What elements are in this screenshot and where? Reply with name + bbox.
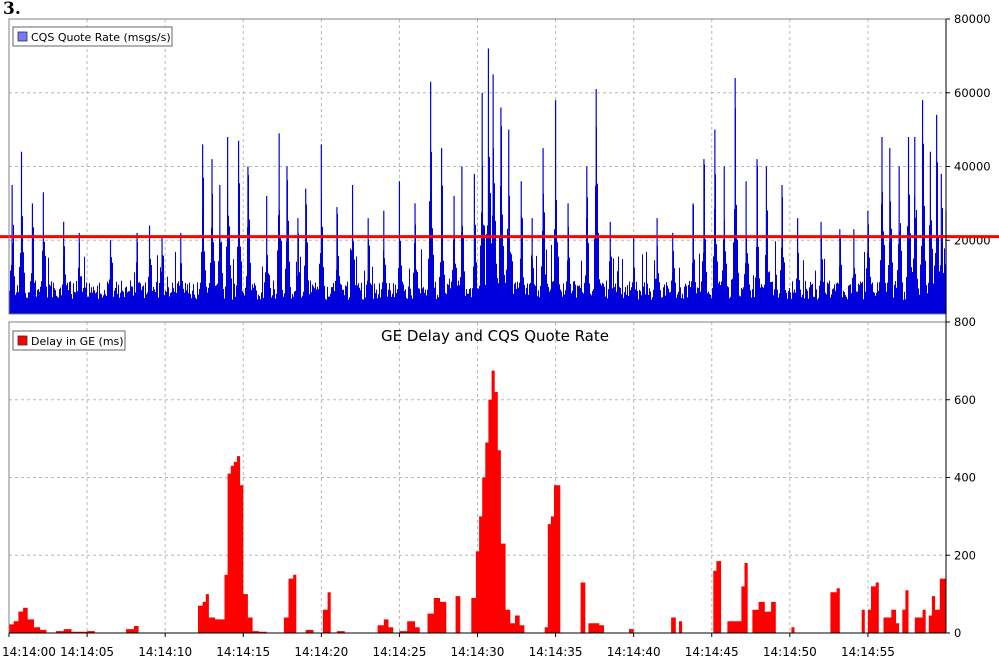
x-tick-label: 14:14:45 xyxy=(685,645,739,659)
x-tick-label: 14:14:20 xyxy=(294,645,348,659)
y-tick-label: 400 xyxy=(954,471,976,485)
x-tick-label: 14:14:50 xyxy=(763,645,817,659)
legend-box xyxy=(12,26,173,47)
legend-swatch xyxy=(17,31,28,42)
x-tick-label: 14:14:55 xyxy=(841,645,895,659)
x-tick-label: 14:14:25 xyxy=(372,645,426,659)
y-tick-label: 200 xyxy=(954,548,976,562)
rate-legend: CQS Quote Rate (msgs/s) xyxy=(12,26,173,47)
y-tick-label: 80000 xyxy=(954,12,991,26)
y-tick-label: 600 xyxy=(954,393,976,407)
quote-rate-peaks xyxy=(11,48,947,314)
ge-delay-series xyxy=(9,370,946,633)
legend-box xyxy=(12,330,126,351)
x-tick-label: 14:14:35 xyxy=(529,645,583,659)
x-tick-label: 14:14:30 xyxy=(451,645,505,659)
delay-legend: Delay in GE (ms) xyxy=(12,330,126,351)
rate-panel-grid xyxy=(8,18,950,314)
legend-label: CQS Quote Rate (msgs/s) xyxy=(31,31,171,44)
x-tick-label: 14:14:05 xyxy=(60,645,114,659)
legend-label: Delay in GE (ms) xyxy=(31,335,124,348)
x-tick-label: 14:14:10 xyxy=(138,645,192,659)
x-axis-ticks: 14:14:00 14:14:05 14:14:10 14:14:15 14:14:20… xyxy=(2,633,895,659)
x-tick-label: 14:14:40 xyxy=(607,645,661,659)
chart-title: GE Delay and CQS Quote Rate xyxy=(381,327,609,345)
y-tick-label: 40000 xyxy=(954,160,991,174)
y-tick-label: 800 xyxy=(954,315,976,329)
y-tick-label: 0 xyxy=(954,626,961,640)
x-tick-label: 14:14:15 xyxy=(216,645,270,659)
legend-swatch xyxy=(17,335,28,346)
quote-rate-series xyxy=(9,108,946,315)
y-tick-label: 60000 xyxy=(954,86,991,100)
x-tick-label: 14:14:00 xyxy=(2,645,56,659)
figure-label: 3. xyxy=(3,0,21,19)
